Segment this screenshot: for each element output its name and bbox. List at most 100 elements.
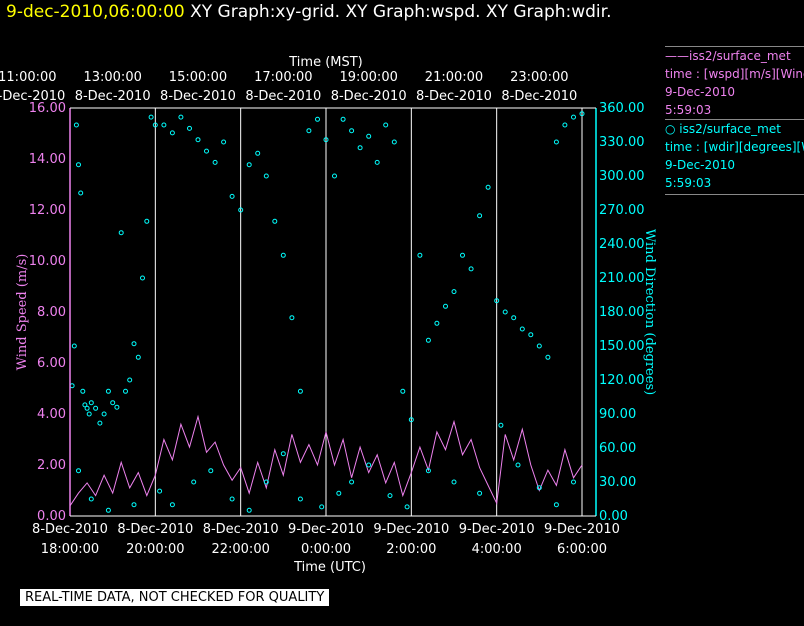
wind-direction-point [127, 377, 133, 383]
wind-direction-point [272, 218, 278, 224]
wind-direction-point [208, 468, 214, 474]
top-tick-date: 8-Dec-2010 [75, 89, 151, 104]
bottom-tick-time: 20:00:00 [126, 542, 184, 557]
y-left-label: Wind Speed (m/s) [15, 254, 30, 371]
wind-direction-point [319, 504, 325, 510]
wind-direction-point [545, 354, 551, 360]
wind-direction-point [148, 114, 154, 120]
y-right-tick-label: 240.00 [599, 237, 645, 252]
wind-direction-point [417, 252, 423, 258]
wind-direction-point [280, 252, 286, 258]
wind-direction-point [511, 315, 517, 321]
wind-direction-point [366, 462, 372, 468]
wind-direction-point [425, 468, 431, 474]
wind-direction-point [255, 150, 261, 156]
y-right-tick-label: 330.00 [599, 135, 645, 150]
wind-direction-point [86, 411, 92, 417]
quality-banner: REAL-TIME DATA, NOT CHECKED FOR QUALITY [20, 589, 330, 606]
wind-direction-point [391, 139, 397, 145]
wind-direction-point [536, 485, 542, 491]
legend-speed-field: time : [wspd][m/s][Wind [665, 67, 804, 81]
wind-direction-point [101, 411, 107, 417]
wind-direction-point [400, 388, 406, 394]
header-timestamp: 9-dec-2010,06:00:00 [6, 2, 185, 22]
wind-direction-point [93, 405, 99, 411]
y-right-tick-label: 270.00 [599, 203, 645, 218]
wind-direction-point [553, 139, 559, 145]
y-right-tick-label: 60.00 [599, 441, 636, 456]
wind-direction-point [451, 479, 457, 485]
bottom-tick-date: 9-Dec-2010 [459, 522, 535, 537]
wind-direction-point [73, 122, 79, 128]
wind-direction-point [157, 488, 163, 494]
wind-direction-point [82, 402, 88, 408]
bottom-tick-time: 18:00:00 [41, 542, 99, 557]
bottom-tick-time: 4:00:00 [472, 542, 522, 557]
wind-direction-point [289, 315, 295, 321]
bottom-tick-time: 22:00:00 [211, 542, 269, 557]
wind-direction-point [76, 162, 81, 168]
wind-direction-point [105, 507, 111, 513]
wind-direction-point [221, 139, 227, 145]
top-tick-date: 8-Dec-2010 [331, 89, 407, 104]
wind-direction-point [238, 207, 244, 213]
wind-direction-point [443, 303, 448, 309]
y-left-tick-label: 2.00 [37, 458, 66, 473]
top-tick-time: 23:00:00 [510, 70, 568, 85]
top-tick-date: 8-Dec-2010 [501, 89, 577, 104]
y-right-tick-label: 360.00 [599, 101, 645, 116]
header-graph-titles: XY Graph:xy-grid. XY Graph:wspd. XY Grap… [190, 2, 612, 22]
bottom-tick-time: 2:00:00 [386, 542, 436, 557]
wind-direction-point [498, 422, 504, 428]
wind-direction-point [229, 496, 235, 502]
wind-direction-point [477, 490, 483, 496]
wind-direction-point [468, 266, 474, 272]
wind-direction-point [88, 496, 94, 502]
legend-speed: ——iss2/surface_met time : [wspd][m/s][Wi… [665, 46, 804, 119]
wind-direction-point [263, 173, 269, 179]
wind-direction-point [528, 332, 534, 338]
bottom-tick-date: 8-Dec-2010 [203, 522, 279, 537]
y-right-tick-label: 90.00 [599, 407, 636, 422]
wind-direction-point [88, 400, 94, 406]
axes [69, 107, 597, 517]
wind-direction-point [212, 159, 218, 165]
wind-direction-point [571, 479, 576, 485]
legend-direction-date: 9-Dec-2010 [665, 158, 736, 172]
wind-direction-point [123, 388, 128, 394]
wind-direction-point [80, 388, 86, 394]
wind-direction-point [579, 111, 585, 117]
legend-speed-time: 5:59:03 [665, 103, 712, 117]
wind-direction-point [571, 114, 576, 120]
wind-direction-point [332, 173, 337, 179]
y-right-tick-label: 300.00 [599, 169, 645, 184]
legend-direction-time: 5:59:03 [665, 176, 712, 190]
wind-direction-point [246, 162, 252, 168]
wind-direction-point [110, 400, 116, 406]
top-tick-time: 17:00:00 [254, 70, 312, 85]
wind-direction-point [562, 122, 568, 128]
y-right-label: Wind Direction (degrees) [642, 229, 657, 395]
gridlines [154, 108, 583, 516]
wind-direction-point [191, 479, 197, 485]
bottom-tick-date: 9-Dec-2010 [288, 522, 364, 537]
top-tick-date: 8-Dec-2010 [160, 89, 236, 104]
wind-direction-point [336, 490, 342, 496]
wind-direction-point [536, 343, 542, 349]
wind-direction-point [519, 326, 525, 332]
top-tick-time: 11:00:00 [0, 70, 57, 85]
legend-direction-field: time : [wdir][degrees][W [665, 140, 804, 154]
bottom-tick-date: 8-Dec-2010 [117, 522, 193, 537]
y-left-tick-label: 16.00 [29, 101, 66, 116]
wind-direction-point [114, 404, 120, 410]
wind-direction-point [502, 309, 508, 315]
wind-direction-point [204, 148, 209, 154]
wind-direction-point [131, 502, 137, 508]
top-tick-time: 19:00:00 [339, 70, 397, 85]
y-right-tick-label: 180.00 [599, 305, 645, 320]
y-left-tick-label: 6.00 [37, 356, 66, 371]
legend-speed-name: ——iss2/surface_met [665, 49, 791, 63]
wind-direction-point [135, 354, 141, 360]
y-left-tick-label: 14.00 [29, 152, 66, 167]
wind-direction-point [357, 145, 363, 151]
